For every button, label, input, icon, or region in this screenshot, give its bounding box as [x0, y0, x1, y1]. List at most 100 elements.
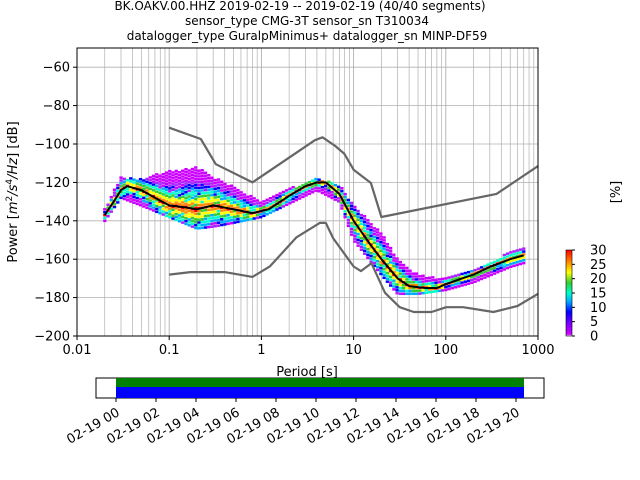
heatmap-cell — [125, 187, 130, 190]
heatmap-cell — [304, 194, 308, 197]
heatmap-cell — [226, 202, 230, 205]
heatmap-cell — [171, 174, 175, 177]
heatmap-cell — [496, 259, 500, 262]
heatmap-cell — [132, 181, 136, 184]
heatmap-cell — [379, 264, 383, 267]
heatmap-cell — [440, 277, 445, 281]
heatmap-cell — [145, 186, 149, 189]
heatmap-cell — [366, 247, 370, 251]
heatmap-cell — [226, 199, 230, 203]
heatmap-cell — [512, 250, 516, 253]
heatmap-cell — [164, 194, 169, 197]
heatmap-cell — [200, 215, 204, 218]
heatmap-cell — [362, 243, 367, 247]
y-tick-label: −160 — [34, 253, 70, 268]
heatmap-cell — [119, 176, 123, 179]
heatmap-cell — [210, 213, 214, 217]
heatmap-cell — [246, 215, 250, 219]
heatmap-cell — [155, 176, 159, 179]
heatmap-cell — [177, 214, 182, 217]
heatmap-cell — [457, 276, 461, 279]
heatmap-cell — [129, 180, 133, 183]
heatmap-cell — [427, 288, 432, 291]
heatmap-cell — [434, 290, 438, 293]
heatmap-cell — [236, 200, 240, 203]
heatmap-cell — [291, 185, 295, 189]
heatmap-cell — [194, 192, 198, 195]
heatmap-cell — [174, 215, 178, 219]
heatmap-cell — [349, 210, 354, 213]
heatmap-cell — [265, 207, 269, 210]
heatmap-cell — [362, 232, 367, 235]
heatmap-cell — [268, 197, 273, 200]
heatmap-cell — [119, 179, 123, 182]
heatmap-cell — [223, 202, 227, 206]
heatmap-cell — [431, 276, 435, 279]
heatmap-cell — [405, 292, 409, 296]
heatmap-cell — [447, 279, 451, 282]
heatmap-cell — [168, 198, 172, 202]
heatmap-cell — [340, 192, 344, 196]
heatmap-cell — [301, 195, 305, 199]
heatmap-cell — [349, 218, 354, 222]
heatmap-cell — [483, 270, 487, 274]
heatmap-cell — [242, 216, 247, 219]
heatmap-cell — [424, 279, 428, 283]
heatmap-cell — [103, 216, 107, 220]
heatmap-cell — [486, 274, 490, 278]
heatmap-cell — [190, 176, 195, 179]
heatmap-cell — [197, 183, 201, 187]
heatmap-cell — [440, 280, 445, 284]
heatmap-cell — [229, 201, 234, 205]
heatmap-cell — [499, 258, 503, 261]
heatmap-cell — [187, 221, 191, 224]
heatmap-cell — [168, 178, 172, 182]
heatmap-cell — [356, 229, 360, 233]
heatmap-cell — [275, 199, 279, 203]
heatmap-cell — [388, 266, 393, 270]
heatmap-cell — [483, 273, 487, 276]
heatmap-cell — [392, 279, 396, 282]
heatmap-cell — [285, 197, 289, 201]
heatmap-cell — [177, 220, 182, 223]
heatmap-cell — [356, 232, 360, 236]
heatmap-cell — [405, 272, 409, 275]
heatmap-cell — [164, 185, 169, 189]
heatmap-cell — [168, 207, 172, 210]
heatmap-cell — [216, 215, 221, 219]
heatmap-cell — [119, 185, 123, 188]
heatmap-cell — [281, 202, 286, 205]
heatmap-cell — [155, 210, 159, 214]
heatmap-cell — [353, 228, 357, 232]
heatmap-cell — [356, 235, 360, 239]
heatmap-cell — [362, 249, 367, 253]
heatmap-cell — [190, 222, 195, 226]
heatmap-cell — [346, 198, 351, 202]
heatmap-cell — [171, 211, 175, 215]
heatmap-cell — [385, 257, 390, 260]
heatmap-cell — [343, 195, 347, 199]
heatmap-cell — [359, 225, 364, 228]
heatmap-cell — [190, 213, 195, 217]
heatmap-cell — [171, 202, 175, 206]
heatmap-cell — [190, 219, 195, 223]
heatmap-cell — [470, 270, 474, 273]
heatmap-cell — [502, 256, 506, 260]
heatmap-cell — [398, 263, 403, 267]
heatmap-cell — [515, 252, 519, 255]
heatmap-cell — [473, 274, 477, 278]
heatmap-cell — [392, 256, 396, 259]
heatmap-cell — [161, 210, 165, 213]
psd-plot: 0.01 0.1 1 10 100 1000 −200 −180 −160 −140 −120 −1… — [5, 47, 555, 380]
heatmap-cell — [246, 201, 250, 204]
heatmap-cell — [207, 185, 211, 189]
heatmap-cell — [385, 271, 390, 275]
heatmap-cell — [119, 182, 123, 185]
heatmap-cell — [385, 248, 390, 252]
heatmap-cell — [492, 266, 497, 270]
heatmap-cell — [385, 280, 390, 283]
heatmap-cell — [161, 178, 165, 182]
heatmap-cell — [382, 247, 386, 251]
heatmap-cell — [129, 200, 133, 203]
heatmap-cell — [418, 292, 422, 295]
